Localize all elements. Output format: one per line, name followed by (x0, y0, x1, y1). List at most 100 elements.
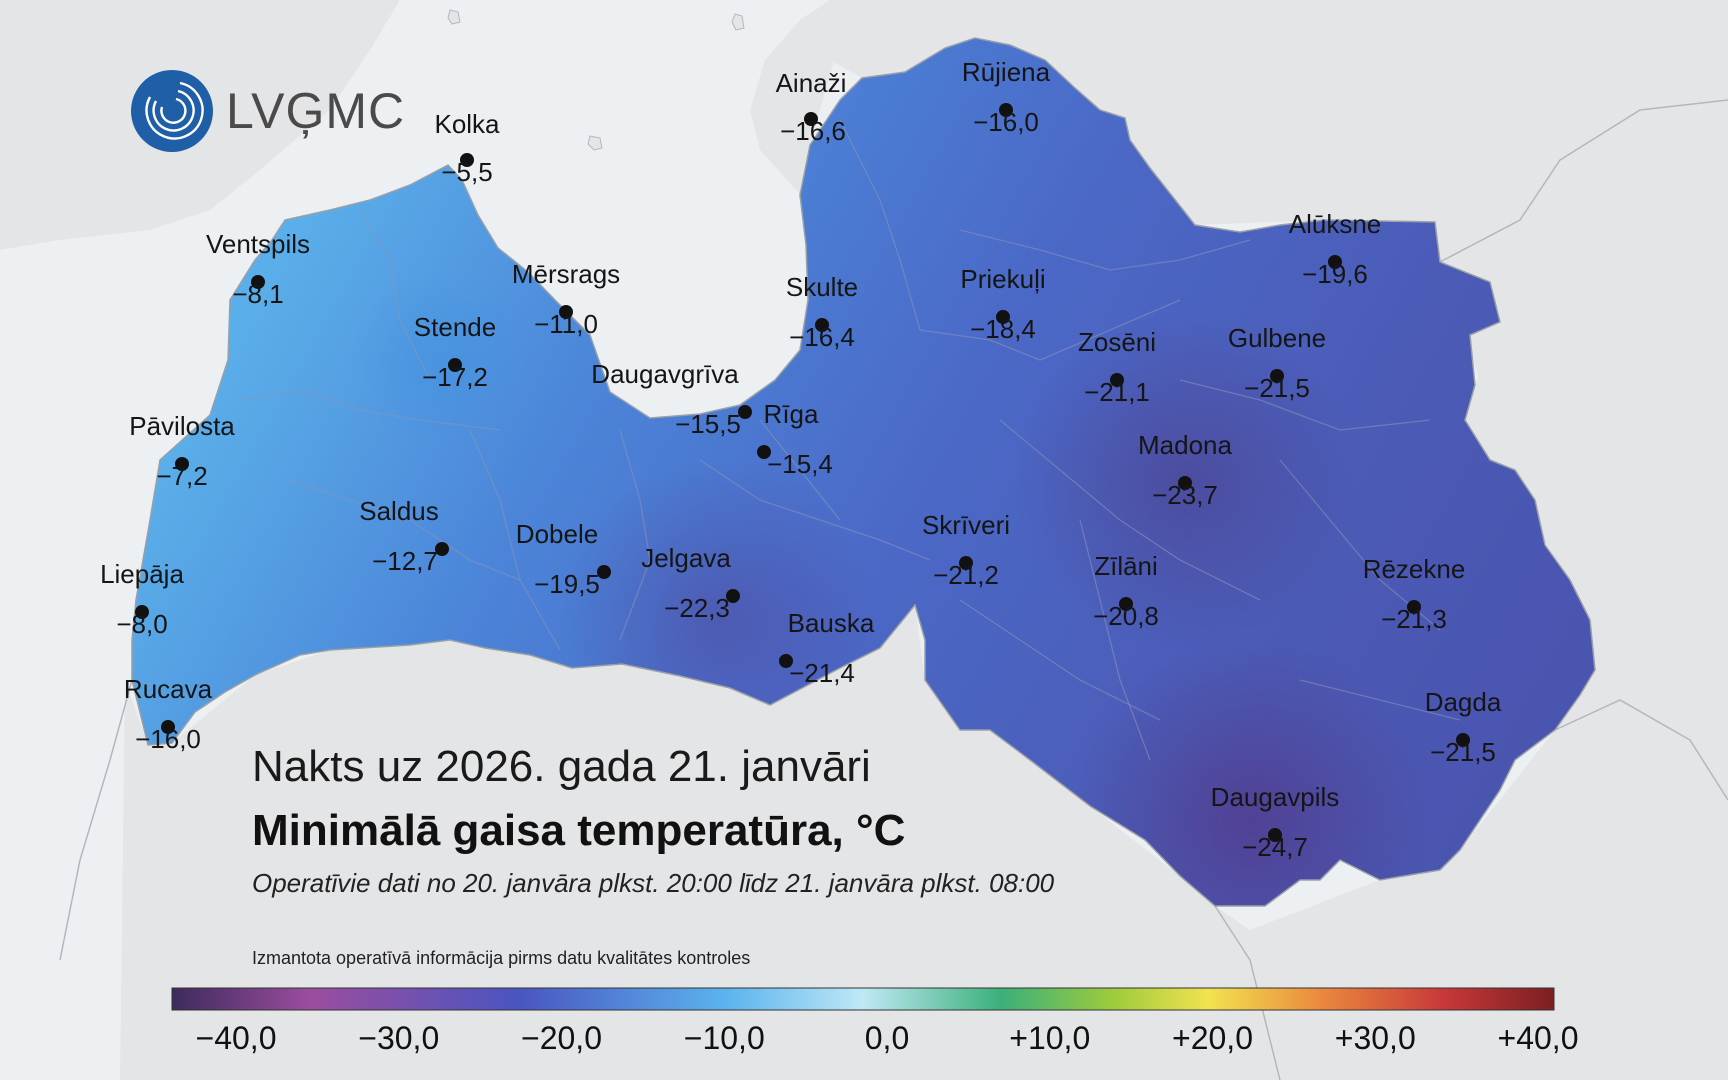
station-value-dagda: −21,5 (1430, 737, 1496, 767)
station-name-zoseni: Zosēni (1077, 327, 1157, 357)
data-disclaimer: Izmantota operatīvā informācija pirms da… (252, 948, 751, 968)
station-marker-liepaja (135, 605, 149, 619)
station-value-daugavgriva: −15,5 (675, 409, 741, 439)
station-value-jelgava: −22,3 (664, 593, 730, 623)
station-value-bauska: −21,4 (789, 658, 855, 688)
station-name-riga: Rīga (763, 399, 819, 429)
scale-tick-label: +30,0 (1334, 1020, 1416, 1056)
station-name-rucava: Rucava (123, 674, 213, 704)
scale-tick-label: −40,0 (195, 1020, 277, 1056)
station-value-dobele: −19,5 (534, 569, 600, 599)
station-value-rezekne: −21,3 (1381, 604, 1447, 634)
station-marker-skulte (815, 318, 829, 332)
station-marker-jelgava (726, 589, 740, 603)
station-name-madona: Madona (1138, 430, 1232, 460)
station-name-zilani: Zīlāni (1094, 551, 1158, 581)
station-name-daugavgriva: Daugavgrīva (591, 359, 739, 389)
station-name-pavilosta: Pāvilosta (129, 411, 235, 441)
station-value-zilani: −20,8 (1093, 601, 1159, 631)
station-value-ventspils: −8,1 (232, 279, 284, 309)
map-date: Nakts uz 2026. gada 21. janvāri (252, 742, 871, 791)
scale-tick-label: −10,0 (683, 1020, 765, 1056)
station-name-skriveri: Skrīveri (921, 510, 1011, 540)
station-value-skriveri: −21,2 (933, 560, 999, 590)
station-marker-saldus (435, 542, 449, 556)
scale-tick-label: 0,0 (864, 1020, 910, 1056)
station-name-gulbene: Gulbene (1227, 323, 1327, 353)
station-marker-priekuli (996, 310, 1010, 324)
station-marker-daugavgriva (738, 405, 752, 419)
station-value-rujiena: −16,0 (973, 107, 1039, 137)
station-marker-rujiena (999, 103, 1013, 117)
station-marker-zilani (1119, 597, 1133, 611)
station-name-daugavpils: Daugavpils (1210, 782, 1340, 812)
station-value-riga: −15,4 (767, 449, 833, 479)
scale-tick-label: +10,0 (1009, 1020, 1091, 1056)
station-marker-skriveri (959, 556, 973, 570)
station-marker-ventspils (251, 275, 265, 289)
station-value-ainazi: −16,6 (780, 116, 846, 146)
lvgmc-logo-mark-icon (131, 70, 213, 152)
station-marker-riga (757, 445, 771, 459)
station-marker-dagda (1456, 733, 1470, 747)
station-value-madona: −23,7 (1152, 480, 1218, 510)
station-name-bauska: Bauska (787, 608, 875, 638)
station-value-gulbene: −21,5 (1244, 373, 1310, 403)
station-name-mersrags: Mērsrags (511, 259, 621, 289)
station-marker-daugavpils (1268, 828, 1282, 842)
station-name-rezekne: Rēzekne (1362, 554, 1466, 584)
lvgmc-logo-text: LVĢMC (226, 83, 406, 139)
station-name-saldus: Saldus (359, 496, 439, 526)
station-value-stende: −17,2 (422, 362, 488, 392)
station-name-stende: Stende (413, 312, 497, 342)
station-name-liepaja: Liepāja (100, 559, 184, 589)
estonia-coast (750, 0, 840, 200)
station-name-skulte: Skulte (785, 272, 859, 302)
station-marker-dobele (597, 565, 611, 579)
station-marker-kolka (460, 153, 474, 167)
station-marker-pavilosta (175, 457, 189, 471)
station-name-priekuli: Priekuļi (960, 264, 1046, 294)
station-marker-stende (448, 358, 462, 372)
station-name-rujiena: Rūjiena (961, 57, 1051, 87)
station-name-ainazi: Ainaži (775, 68, 847, 98)
station-marker-aluksne (1328, 255, 1342, 269)
station-marker-rucava (161, 720, 175, 734)
map-title: Minimālā gaisa temperatūra, °C (252, 806, 906, 855)
station-marker-gulbene (1270, 369, 1284, 383)
small-island-2 (731, 13, 745, 31)
station-name-aluksne: Alūksne (1288, 209, 1382, 239)
station-value-mersrags: −11,0 (534, 309, 598, 339)
scale-tick-label: +20,0 (1172, 1020, 1253, 1056)
station-name-dagda: Dagda (1424, 687, 1502, 717)
station-value-kolka: −5,5 (441, 157, 493, 187)
small-island (447, 9, 461, 25)
station-value-aluksne: −19,6 (1302, 259, 1368, 289)
station-value-liepaja: −8,0 (116, 609, 168, 639)
station-value-rucava: −16,0 (135, 724, 201, 754)
station-name-jelgava: Jelgava (641, 543, 731, 573)
color-scale-bar (171, 987, 1555, 1011)
station-value-daugavpils: −24,7 (1242, 832, 1308, 862)
station-value-zoseni: −21,1 (1084, 377, 1150, 407)
station-value-priekuli: −18,4 (970, 314, 1036, 344)
station-name-kolka: Kolka (434, 109, 500, 139)
station-value-saldus: −12,7 (372, 546, 438, 576)
ruhnu-island (587, 135, 603, 151)
station-marker-zoseni (1110, 373, 1124, 387)
lvgmc-logo: LVĢMC (130, 66, 405, 156)
scale-tick-label: −20,0 (521, 1020, 602, 1056)
station-marker-madona (1178, 476, 1192, 490)
station-marker-rezekne (1407, 600, 1421, 614)
data-period: Operatīvie dati no 20. janvāra plkst. 20… (252, 868, 1055, 898)
scale-tick-label: −30,0 (358, 1020, 440, 1056)
municipal-borders (239, 119, 1461, 761)
station-marker-mersrags (559, 305, 573, 319)
station-marker-bauska (779, 654, 793, 668)
station-value-skulte: −16,4 (789, 322, 855, 352)
russia-belarus-land (1200, 300, 1728, 1080)
station-value-pavilosta: −7,2 (156, 461, 208, 491)
station-marker-ainazi (804, 112, 818, 126)
station-name-ventspils: Ventspils (205, 229, 311, 259)
